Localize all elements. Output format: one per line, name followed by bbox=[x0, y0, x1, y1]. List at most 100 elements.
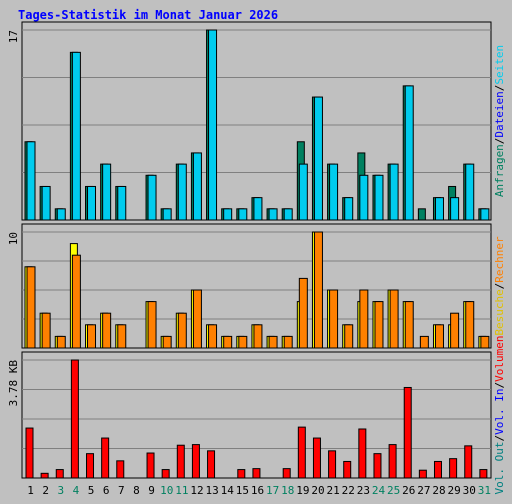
x-tick-label: 9 bbox=[148, 484, 155, 497]
legend-segment: / bbox=[493, 382, 506, 389]
bar-rechner bbox=[71, 254, 81, 349]
x-tick-label: 12 bbox=[190, 484, 203, 497]
bar-volumen bbox=[252, 468, 261, 479]
x-tick-label: 7 bbox=[118, 484, 125, 497]
bar-volumen bbox=[161, 469, 170, 479]
bar-rechner bbox=[87, 324, 97, 349]
bar-rechner bbox=[389, 289, 399, 349]
bar-seiten bbox=[87, 185, 97, 221]
bar-seiten bbox=[177, 163, 187, 221]
x-tick-label: 26 bbox=[402, 484, 415, 497]
bar-volumen bbox=[328, 450, 337, 479]
panel-3-legend: Vol. Out/Vol. In/Volumen bbox=[493, 336, 506, 495]
x-tick-label: 10 bbox=[160, 484, 173, 497]
legend-segment: / bbox=[493, 85, 506, 92]
bar-rechner bbox=[223, 335, 233, 349]
bar-seiten bbox=[283, 208, 293, 221]
bar-seiten bbox=[434, 197, 444, 221]
bar-volumen bbox=[55, 469, 64, 479]
x-tick-label: 21 bbox=[327, 484, 340, 497]
bar-seiten bbox=[359, 174, 369, 221]
x-tick-label: 17 bbox=[266, 484, 279, 497]
panel-1-legend: Anfragen/Dateien/Seiten bbox=[493, 45, 506, 197]
bar-seiten bbox=[41, 185, 51, 221]
bar-volumen bbox=[312, 437, 321, 479]
bar-seiten bbox=[223, 208, 233, 221]
bar-volumen bbox=[86, 453, 95, 479]
bar-seiten bbox=[102, 163, 112, 221]
bar-rechner bbox=[192, 289, 202, 349]
bar-rechner bbox=[374, 301, 384, 349]
bar-rechner bbox=[434, 324, 444, 349]
bar-volumen bbox=[25, 427, 34, 479]
x-tick-label: 5 bbox=[88, 484, 95, 497]
bar-seiten bbox=[208, 29, 218, 221]
x-tick-label: 29 bbox=[448, 484, 461, 497]
panel-2-legend: Besuche/Rechner bbox=[493, 236, 506, 336]
x-tick-label: 8 bbox=[133, 484, 140, 497]
bar-seiten bbox=[268, 208, 278, 221]
bar-volumen bbox=[343, 460, 352, 479]
bar-volumen bbox=[388, 444, 397, 479]
bar-seiten bbox=[298, 163, 308, 221]
legend-segment: Vol. Out bbox=[493, 441, 506, 494]
legend-segment: Vol. In bbox=[493, 389, 506, 435]
legend-segment: Anfragen bbox=[493, 144, 506, 197]
bar-seiten bbox=[253, 197, 263, 221]
bar-volumen bbox=[464, 445, 473, 479]
bar-volumen bbox=[146, 452, 155, 479]
bar-volumen bbox=[418, 469, 427, 479]
bar-rechner bbox=[359, 289, 369, 349]
bar-volumen bbox=[479, 469, 488, 479]
bar-rechner bbox=[329, 289, 339, 349]
bar-rechner bbox=[102, 312, 112, 349]
bar-seiten bbox=[344, 197, 354, 221]
bar-seiten bbox=[26, 141, 36, 221]
x-tick-label: 24 bbox=[372, 484, 386, 497]
bar-rechner bbox=[41, 312, 51, 349]
bar-rechner bbox=[268, 335, 278, 349]
bar-volumen bbox=[358, 428, 367, 479]
bar-rechner bbox=[419, 335, 429, 349]
bar-volumen bbox=[116, 460, 125, 479]
legend-segment: Volumen bbox=[493, 336, 506, 382]
bar-volumen bbox=[191, 444, 200, 479]
bar-seiten bbox=[117, 185, 127, 221]
legend-segment: / bbox=[493, 138, 506, 145]
x-tick-label: 1 bbox=[27, 484, 34, 497]
bar-anfragen bbox=[417, 208, 426, 221]
panel-2-ymax-label: 10 bbox=[7, 232, 20, 245]
x-tick-label: 16 bbox=[251, 484, 264, 497]
bar-rechner bbox=[253, 324, 263, 349]
x-tick-label: 30 bbox=[463, 484, 476, 497]
legend-segment: / bbox=[493, 283, 506, 290]
bar-rechner bbox=[450, 312, 460, 349]
bar-volumen bbox=[207, 450, 216, 479]
bar-seiten bbox=[147, 174, 157, 221]
x-tick-label: 25 bbox=[387, 484, 400, 497]
bar-rechner bbox=[177, 312, 187, 349]
x-tick-label: 3 bbox=[58, 484, 65, 497]
panel-3-ymax-label: 3.78 KB bbox=[7, 360, 20, 407]
bar-volumen bbox=[433, 460, 442, 479]
chart-title: Tages-Statistik im Monat Januar 2026 bbox=[18, 8, 278, 22]
bar-rechner bbox=[26, 266, 36, 349]
bar-volumen bbox=[373, 453, 382, 479]
bar-seiten bbox=[329, 163, 339, 221]
panel-1-ymax-label: 17 bbox=[7, 30, 20, 43]
bar-rechner bbox=[404, 301, 414, 349]
bar-volumen bbox=[101, 437, 110, 479]
x-tick-label: 13 bbox=[205, 484, 218, 497]
bar-rechner bbox=[298, 277, 308, 349]
bar-seiten bbox=[374, 174, 384, 221]
bar-volumen bbox=[70, 359, 79, 479]
x-tick-label: 19 bbox=[296, 484, 309, 497]
bar-seiten bbox=[389, 163, 399, 221]
bar-rechner bbox=[56, 335, 66, 349]
x-tick-label: 2 bbox=[42, 484, 49, 497]
bar-rechner bbox=[117, 324, 127, 349]
bar-rechner bbox=[283, 335, 293, 349]
bar-seiten bbox=[480, 208, 490, 221]
